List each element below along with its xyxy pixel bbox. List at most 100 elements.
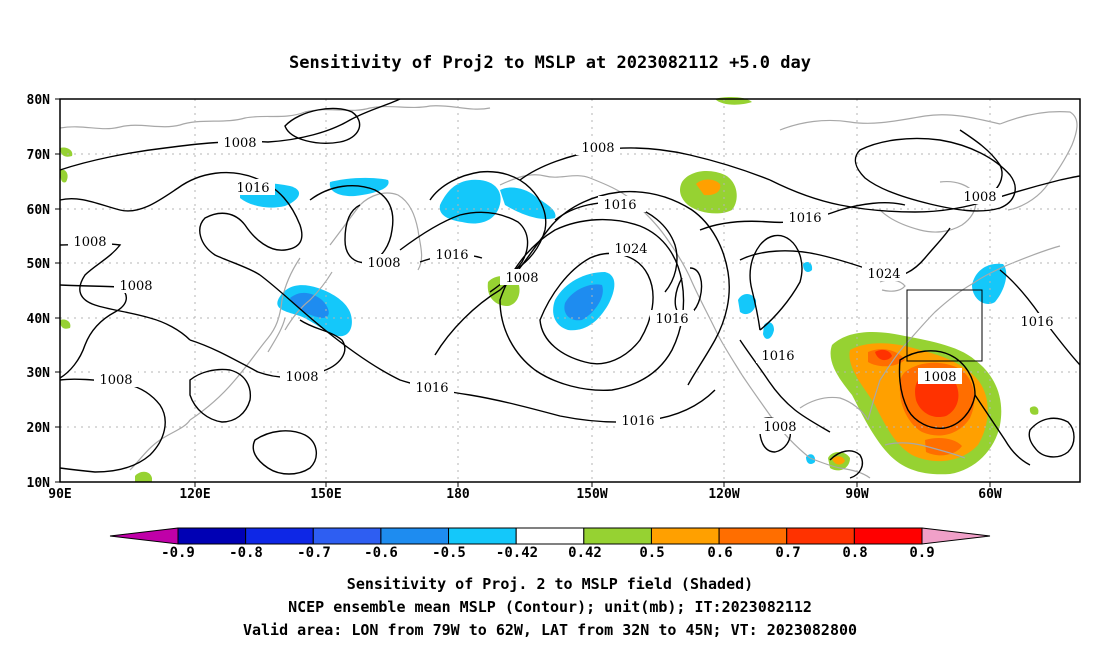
coast-us-east [879,283,973,381]
lat-label: 50N [27,257,51,272]
lat-label: 30N [27,366,51,381]
lat-label: 70N [27,148,51,163]
pos-shading-atlantic-east-green [1029,406,1039,415]
contour-label-text: 1024 [614,242,647,257]
pos-shading-bering-orange [696,179,721,196]
colorbar-end-cap-low [109,527,179,545]
colorbar-swatch [312,527,382,545]
contour-label-text: 1008 [581,141,614,156]
contour-1008-kamchatka [309,185,394,264]
contour-label: 1016 [1015,313,1059,330]
colorbar-label: -0.5 [432,545,466,561]
contour-label: 1008 [68,233,112,250]
contour-1016-north [959,129,1003,191]
contour-label: 1016 [783,209,827,226]
contour-label-text: 1016 [603,198,636,213]
contour-label-bg [576,139,620,155]
contour-1024-high [539,252,654,365]
contour-label: 1016 [410,379,454,396]
coast-greenland [999,111,1078,211]
contour-label: 1008 [362,254,406,271]
contour-label: 1008 [958,188,1002,205]
lon-label: 90E [48,487,71,502]
contour-label-text: 1016 [236,181,269,196]
lat-label: 60N [27,203,51,218]
neg-shading-central-pacific-core [564,284,603,321]
coast-east-asia [189,257,301,421]
contour-1008-atlantic [898,350,976,429]
colorbar-labels: -0.9 -0.8 -0.7 -0.6 -0.5 -0.42 0.42 0.5 … [161,545,935,561]
contour-label-bg [362,254,406,270]
contour-label: 1008 [114,277,158,294]
coastlines [59,105,1078,479]
lon-label: 120W [708,487,739,502]
contour-label-text: 1008 [119,279,152,294]
contour-label-bg [598,196,642,212]
colorbar-swatch [718,527,788,545]
contour-label-text: 1016 [1020,315,1053,330]
contour-label-text: 1008 [99,373,132,388]
lon-label: 150E [310,487,341,502]
neg-shading-na-1 [738,294,757,315]
colorbar-swatch [380,527,450,545]
contour-label-text: 1008 [923,370,956,385]
contour-label: 1016 [231,179,275,196]
colorbar-swatches [109,527,991,545]
contour-label-layer: 1008 1008 1016 1008 1008 1008 1016 1008 … [68,134,1059,435]
colorbar-label: -0.6 [364,545,398,561]
contour-label-bg [430,246,474,262]
contour-label-text: 1016 [655,312,688,327]
contour-label-bg [918,368,962,384]
contour-label-bg [280,368,324,384]
colorbar-swatch [786,527,855,545]
contour-1016-atlantic-loop [1028,417,1075,458]
colorbar-label: -0.7 [297,545,331,561]
contour-1008-west [59,242,191,341]
colorbar-label: 0.9 [909,545,934,561]
colorbar-label: 0.42 [568,545,602,561]
coast-caribbean [884,442,966,459]
contour-label-bg [500,269,544,285]
coast-florida [867,379,881,421]
contour-label-text: 1016 [435,248,468,263]
contour-label-bg [958,188,1002,204]
neg-shading-nw-pacific-core [290,292,329,318]
contour-label-text: 1016 [761,349,794,364]
contour-1016-pacific-outer [434,190,730,386]
contour-label: 1016 [430,246,474,263]
contour-label: 1008 [280,368,324,385]
lon-label: 60W [978,487,1002,502]
contour-1008-sw-pacific [252,430,317,475]
neg-shading-siberia-2 [329,177,389,197]
colorbar-label: -0.42 [496,545,538,561]
pos-shading-west-green-1 [60,147,73,157]
lon-label: 120E [179,487,210,502]
contour-1008-japan [189,368,252,423]
contour-label-text: 1016 [788,211,821,226]
pos-shading-atlantic-red [875,349,959,418]
contour-label-bg [756,347,800,363]
pos-shading-gulf-orange [832,456,845,465]
contour-1016-siberia [59,171,303,276]
contour-label: 1016 [650,310,694,327]
contour-label-text: 1008 [73,235,106,250]
lon-label: 150W [576,487,607,502]
contour-label: 1024 [862,265,906,282]
colorbar-swatch [245,527,314,545]
contour-1016-na-south [739,339,831,433]
contour-1008-north [769,175,1081,213]
contour-label-bg [231,179,275,195]
contour-label: 1008 [576,139,620,156]
contour-label-text: 1016 [621,414,654,429]
lat-label: 10N [27,476,51,491]
coast-central-america [809,457,871,479]
colorbar-label: -0.9 [161,545,195,561]
lat-lon-grid [60,99,1080,482]
colorbar-label: 0.5 [639,545,664,561]
lat-label: 20N [27,421,51,436]
coast-japan [284,271,333,331]
caption-line-2: NCEP ensemble mean MSLP (Contour); unit(… [288,598,812,616]
contour-1008-greenland [854,137,1016,212]
contour-label-bg [114,277,158,293]
contour-label: 1016 [616,412,660,429]
